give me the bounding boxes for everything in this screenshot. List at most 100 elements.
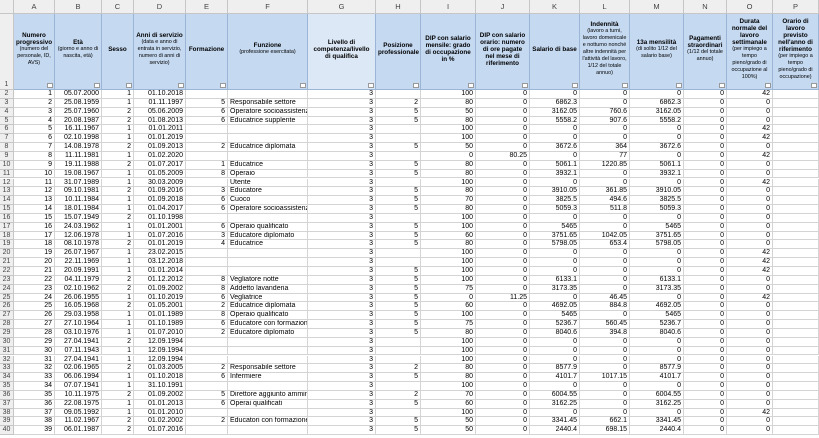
cell[interactable]: 1042.05	[580, 231, 630, 241]
cell[interactable]: 5	[376, 169, 421, 179]
cell[interactable]: 6	[186, 373, 228, 383]
column-letter[interactable]: N	[684, 0, 727, 14]
cell[interactable]: 11.11.1981	[55, 151, 102, 161]
cell[interactable]: 01.02.2020	[134, 151, 186, 161]
cell[interactable]: 3910.05	[630, 187, 684, 197]
cell[interactable]: 3	[308, 399, 376, 409]
cell[interactable]: 1	[102, 231, 134, 241]
cell[interactable]: 0	[476, 107, 530, 117]
cell[interactable]: 3162.05	[630, 107, 684, 117]
cell[interactable]: 08.10.1978	[55, 240, 102, 250]
cell[interactable]: 27.04.1941	[55, 355, 102, 365]
cell[interactable]: 2	[102, 426, 134, 436]
cell[interactable]: 5465	[630, 222, 684, 232]
cell[interactable]: 22.08.1975	[55, 399, 102, 409]
cell[interactable]: 5	[376, 267, 421, 276]
cell[interactable]: 0	[727, 169, 773, 179]
cell[interactable]: 18.01.1984	[55, 205, 102, 214]
cell[interactable]: 698.15	[580, 426, 630, 436]
cell[interactable]: 0	[727, 311, 773, 321]
cell[interactable]	[228, 346, 308, 356]
cell[interactable]: 100	[421, 222, 476, 232]
cell[interactable]: 3672.6	[630, 143, 684, 152]
cell[interactable]: 760.6	[580, 107, 630, 117]
filter-button[interactable]	[719, 83, 725, 88]
cell[interactable]: 1220.85	[580, 160, 630, 170]
cell[interactable]: 0	[630, 213, 684, 223]
cell[interactable]: 07.11.1943	[55, 346, 102, 356]
cell[interactable]: 02.06.1965	[55, 364, 102, 374]
cell[interactable]: 0	[580, 169, 630, 179]
cell[interactable]: 8	[186, 311, 228, 321]
cell[interactable]: 0	[476, 284, 530, 294]
row-number[interactable]: 11	[0, 169, 14, 179]
row-number[interactable]: 18	[0, 231, 14, 241]
cell[interactable]: 2	[186, 143, 228, 152]
cell[interactable]: 0	[684, 293, 727, 303]
cell[interactable]: 4	[186, 240, 228, 250]
cell[interactable]: 0	[684, 275, 727, 285]
cell[interactable]: 0	[476, 196, 530, 206]
cell[interactable]: 3751.65	[530, 231, 580, 241]
cell[interactable]: 5	[376, 417, 421, 427]
cell[interactable]: 0	[630, 355, 684, 365]
cell[interactable]: Educatrice	[228, 240, 308, 250]
row-number[interactable]: 12	[0, 178, 14, 188]
cell[interactable]: 0	[727, 275, 773, 285]
cell[interactable]: 3672.6	[530, 143, 580, 152]
cell[interactable]: 0	[630, 151, 684, 161]
cell[interactable]: 0	[684, 355, 727, 365]
cell[interactable]: 0	[727, 302, 773, 312]
cell[interactable]: 1	[186, 160, 228, 170]
cell[interactable]	[773, 293, 819, 303]
cell[interactable]	[186, 258, 228, 267]
cell[interactable]: 0	[476, 143, 530, 152]
cell[interactable]: 100	[421, 408, 476, 418]
cell[interactable]: 42	[727, 408, 773, 418]
cell[interactable]: 0	[630, 337, 684, 347]
cell[interactable]: Operaio qualificato	[228, 222, 308, 232]
cell[interactable]: 25.07.1960	[55, 107, 102, 117]
cell[interactable]	[186, 134, 228, 144]
cell[interactable]: 8577.9	[630, 364, 684, 374]
cell[interactable]: 2	[102, 116, 134, 126]
cell[interactable]: 14.08.1978	[55, 143, 102, 152]
cell[interactable]	[773, 275, 819, 285]
cell[interactable]: 3	[308, 275, 376, 285]
cell[interactable]: 0	[684, 417, 727, 427]
cell[interactable]	[773, 160, 819, 170]
cell[interactable]: 3341.45	[530, 417, 580, 427]
cell[interactable]: 3	[308, 187, 376, 197]
cell[interactable]: 8	[186, 284, 228, 294]
cell[interactable]: 27.04.1941	[55, 337, 102, 347]
cell[interactable]	[773, 267, 819, 276]
cell[interactable]: 5	[376, 320, 421, 329]
cell[interactable]	[376, 151, 421, 161]
cell[interactable]: 75	[421, 320, 476, 329]
cell[interactable]: 0	[476, 355, 530, 365]
cell[interactable]: 0	[684, 107, 727, 117]
cell[interactable]: 1	[102, 178, 134, 188]
cell[interactable]: 884.8	[580, 302, 630, 312]
cell[interactable]: 5	[376, 222, 421, 232]
cell[interactable]: 0	[684, 231, 727, 241]
cell[interactable]: 0	[684, 143, 727, 152]
cell[interactable]: 11.25	[476, 293, 530, 303]
cell[interactable]: 0	[476, 337, 530, 347]
cell[interactable]: 3173.35	[530, 284, 580, 294]
cell[interactable]: 28	[14, 328, 55, 338]
cell[interactable]: 1	[102, 125, 134, 135]
cell[interactable]: 01.09.2018	[134, 196, 186, 206]
cell[interactable]: 3	[308, 231, 376, 241]
cell[interactable]: 0	[580, 408, 630, 418]
row-number[interactable]: 1	[0, 14, 14, 90]
cell[interactable]: 3	[308, 205, 376, 214]
row-number[interactable]: 33	[0, 364, 14, 374]
cell[interactable]: 5	[376, 231, 421, 241]
cell[interactable]	[773, 346, 819, 356]
cell[interactable]: 3	[308, 302, 376, 312]
cell[interactable]	[773, 116, 819, 126]
cell[interactable]: Addetto lavanderia	[228, 284, 308, 294]
cell[interactable]	[186, 408, 228, 418]
cell[interactable]: 100	[421, 355, 476, 365]
